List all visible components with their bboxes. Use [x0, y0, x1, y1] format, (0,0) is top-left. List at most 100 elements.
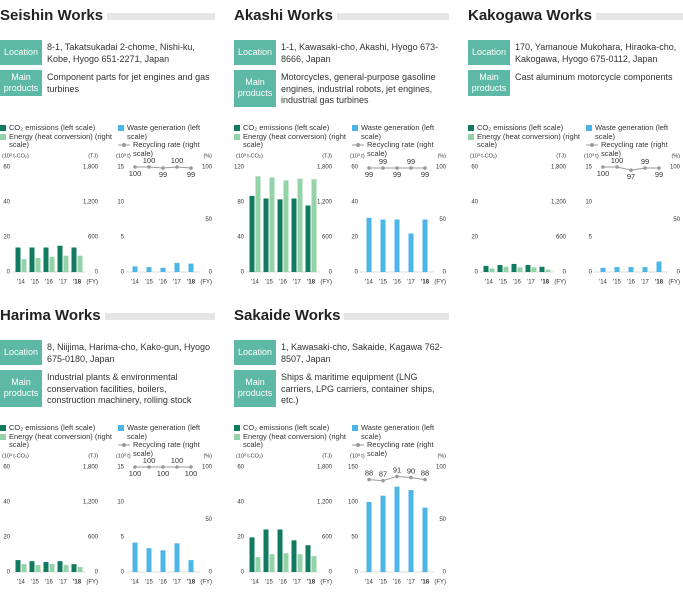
y-tick-label: 10 — [117, 500, 124, 506]
y-axis-unit: (10³ t) — [350, 453, 365, 459]
x-axis-unit: (FY) — [86, 280, 98, 286]
bar — [132, 542, 138, 572]
recycling-point — [381, 166, 385, 170]
works-panel: Seishin Works Location 8-1, Takatsukadai 2… — [0, 0, 215, 292]
data-label: 100 — [185, 469, 198, 478]
data-label: 88 — [421, 469, 429, 478]
recycling-point — [629, 168, 633, 172]
legend-text: CO₂ emissions (left scale) — [9, 123, 96, 132]
legend-text: Recycling rate (right scale) — [133, 440, 200, 458]
y2-tick-label: 600 — [322, 535, 333, 541]
bar — [63, 255, 69, 272]
y-tick-label: 60 — [3, 165, 10, 171]
x-tick-label: '15 — [379, 280, 387, 286]
legend-swatch — [234, 425, 240, 431]
legend-text: Energy (heat conversion) (right scale) — [477, 131, 580, 149]
title-rule — [104, 313, 215, 320]
info-text: Motorcycles, general-purpose gasoline en… — [281, 72, 436, 105]
legend-item: Recycling rate (right scale) — [352, 140, 449, 158]
info-row: Location 170, Yamanoue Mukohara, Hiraoka-… — [468, 40, 683, 65]
info-text: Cast aluminum motorcycle components — [515, 72, 673, 82]
legend-text: Energy (heat conversion) (right scale) — [9, 131, 112, 149]
works-panel: Kakogawa Works Location 170, Yamanoue Muko… — [468, 0, 683, 292]
data-label: 100 — [157, 469, 170, 478]
info-row: Main products Component parts for jet eng… — [0, 70, 215, 96]
data-label: 91 — [393, 465, 401, 474]
x-tick-label: '17 — [293, 580, 301, 586]
legend-item: Waste generation (left scale) — [118, 123, 215, 141]
x-tick-label: '16 — [393, 280, 401, 286]
y2-tick-label: 1,800 — [551, 165, 567, 171]
y2-tick-label: 1,200 — [83, 200, 99, 206]
legend-text: Energy (heat conversion) (right scale) — [243, 431, 346, 449]
bar — [57, 561, 63, 572]
bar — [77, 567, 83, 572]
y2-tick-label: 0 — [209, 270, 213, 276]
legend-item: Energy (heat conversion) (right scale) — [0, 131, 112, 150]
x-axis-unit: (FY) — [320, 580, 332, 586]
y-axis-unit: (10³ t-CO₂) — [236, 153, 263, 159]
data-label: 99 — [393, 170, 401, 179]
x-tick-label: '15 — [145, 580, 153, 586]
bar — [29, 247, 35, 272]
info-row: Location 8, Niijima, Harima-cho, Kako-gun… — [0, 340, 215, 365]
legend-text: Waste generation (left scale) — [361, 423, 435, 441]
legend-swatch — [234, 133, 240, 140]
y2-tick-label: 0 — [443, 270, 447, 276]
data-label: 100 — [597, 169, 610, 178]
legend-swatch — [352, 443, 364, 447]
bar — [489, 268, 495, 272]
y-axis-unit: (10³ t) — [116, 153, 131, 159]
y2-tick-label: 600 — [88, 235, 99, 241]
y2-tick-label: 0 — [677, 270, 681, 276]
recycling-point — [175, 465, 179, 469]
x-tick-label: '15 — [499, 280, 507, 286]
x-tick-label: '18 — [307, 280, 316, 286]
legend: CO₂ emissions (left scale) Energy (heat c… — [234, 123, 346, 150]
x-axis-unit: (FY) — [668, 280, 680, 286]
recycling-point — [147, 465, 151, 469]
y2-tick-label: 600 — [322, 235, 333, 241]
y-tick-label: 0 — [7, 570, 11, 576]
y2-tick-label: 100 — [202, 165, 213, 171]
data-label: 99 — [159, 170, 167, 179]
y2-tick-label: 50 — [439, 217, 446, 223]
info-text: 1, Kawasaki-cho, Sakaide, Kagawa 762-850… — [281, 342, 443, 364]
x-tick-label: '14 — [17, 580, 25, 586]
info-row: Main products Cast aluminum motorcycle co… — [468, 70, 683, 96]
y-tick-label: 20 — [471, 235, 478, 241]
legend: CO₂ emissions (left scale) Energy (heat c… — [0, 123, 112, 150]
x-tick-label: '14 — [251, 280, 259, 286]
bar — [483, 265, 489, 272]
x-tick-label: '17 — [407, 280, 415, 286]
legend-text: CO₂ emissions (left scale) — [9, 423, 96, 432]
y-tick-label: 0 — [241, 570, 245, 576]
info-block: Location 8, Niijima, Harima-cho, Kako-gun… — [0, 340, 215, 412]
recycling-point — [409, 166, 413, 170]
legend-swatch — [586, 125, 592, 131]
y2-tick-label: 50 — [205, 217, 212, 223]
y-tick-label: 0 — [589, 270, 593, 276]
info-row: Main products Motorcycles, general-purpos… — [234, 70, 449, 107]
bar — [49, 564, 55, 572]
legend-text: Waste generation (left scale) — [127, 123, 201, 141]
data-label: 100 — [143, 156, 156, 165]
info-block: Location 1, Kawasaki-cho, Sakaide, Kagawa… — [234, 340, 449, 412]
bar — [188, 560, 194, 572]
y2-tick-label: 0 — [95, 570, 99, 576]
info-label: Main products — [468, 70, 510, 96]
legend-text: CO₂ emissions (left scale) — [243, 123, 330, 132]
legend-swatch — [0, 125, 6, 131]
y2-tick-label: 50 — [439, 517, 446, 523]
info-row: Location 1-1, Kawasaki-cho, Akashi, Hyogo… — [234, 40, 449, 65]
bar — [174, 543, 180, 572]
y2-axis-unit: (%) — [437, 453, 446, 459]
legend-dot — [122, 443, 126, 447]
legend: CO₂ emissions (left scale) Energy (heat c… — [468, 123, 580, 150]
data-label: 99 — [421, 170, 429, 179]
legend-swatch — [118, 443, 130, 447]
title-rule — [344, 313, 449, 320]
data-label: 99 — [365, 170, 373, 179]
panel-title: Kakogawa Works — [468, 0, 683, 24]
bar — [408, 490, 414, 572]
